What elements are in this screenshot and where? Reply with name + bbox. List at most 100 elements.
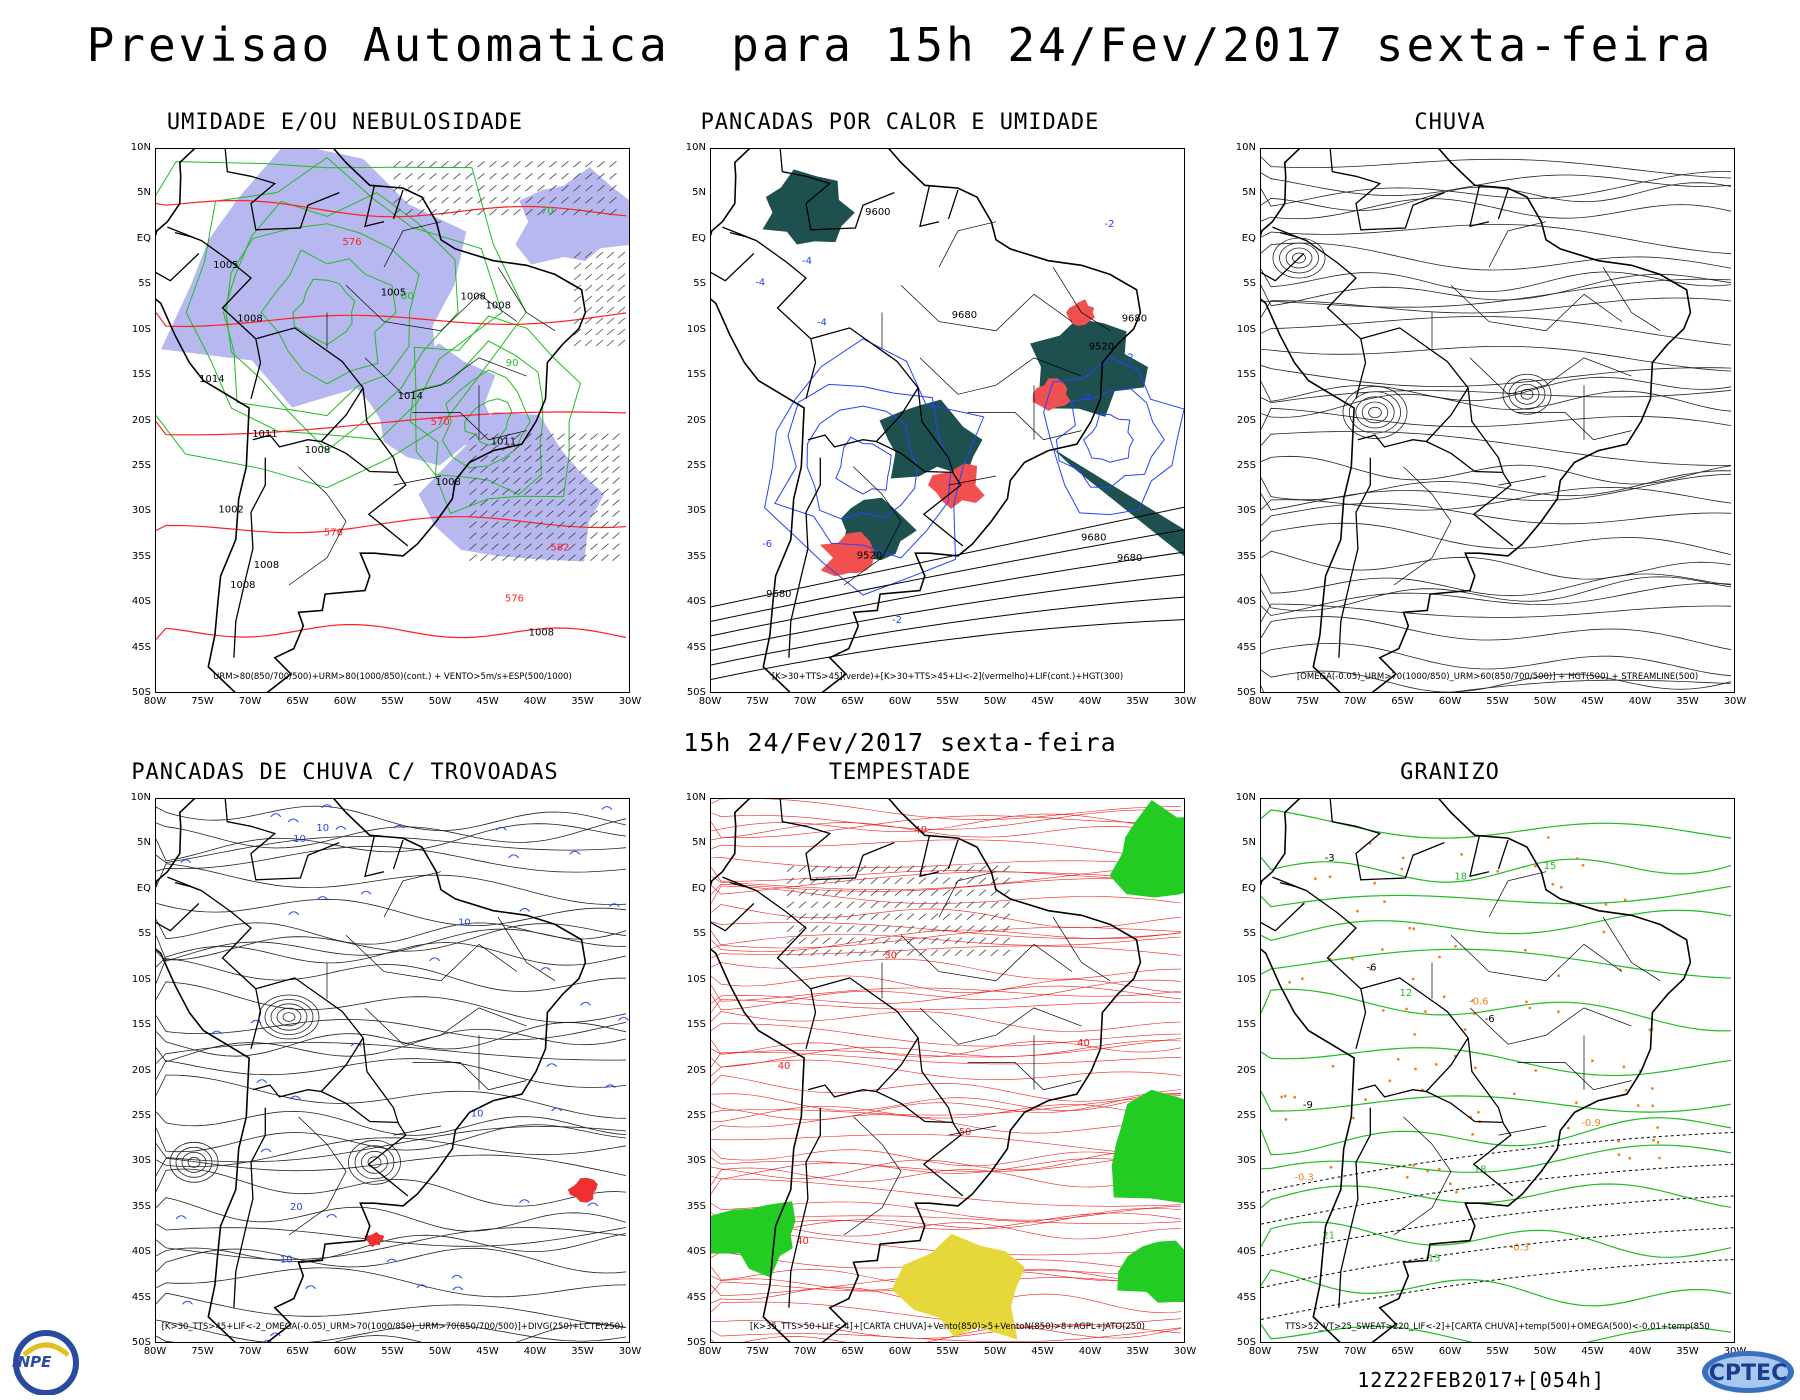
wind-barb (573, 273, 582, 281)
temperature-contour (711, 1148, 1182, 1167)
rh-contour (409, 340, 544, 496)
contour-label: 15 (1544, 861, 1557, 872)
country-border (1261, 903, 1305, 932)
wind-barb (858, 877, 867, 884)
latitude-tick-label: EQ (1241, 232, 1256, 244)
wind-barb (480, 444, 488, 451)
wind-area (1109, 800, 1184, 898)
contour-label: 1005 (381, 288, 406, 299)
state-border (1602, 266, 1661, 331)
wind-barb (513, 444, 521, 451)
contour-label: -6 (1367, 962, 1377, 973)
instability-dot (1471, 1133, 1474, 1136)
state-border (1498, 1125, 1547, 1136)
lifted-index-contour (1082, 413, 1134, 463)
contour-label: 1008 (435, 477, 460, 488)
map-area: 9680 9680 9680 9680 9680 9600 9520 9520 -2 -4 -2 -4… (710, 148, 1185, 693)
contour-label: 1008 (305, 445, 330, 456)
latitude-tick-label: 15S (131, 1019, 151, 1031)
instability-dot (1424, 1010, 1427, 1013)
longitude-tick-label: 50W (1533, 1346, 1557, 1357)
latitude-tick-label: 35S (1236, 550, 1256, 562)
wind-barb (882, 889, 891, 896)
streamline (156, 1292, 627, 1328)
wind-barb (579, 499, 587, 506)
wind-barb (501, 160, 509, 168)
divergence-contour (540, 967, 552, 971)
wind-barb (590, 521, 598, 528)
wind-barb (882, 901, 891, 908)
wind-barb (858, 925, 867, 932)
latitude-tick-label: 50S (131, 1337, 151, 1348)
longitude-tick-label: 75W (191, 696, 214, 707)
streamline (156, 1137, 627, 1168)
streamline (156, 1074, 627, 1119)
wind-barb (535, 477, 543, 484)
instability-dot (1448, 1182, 1452, 1186)
wind-barb (469, 532, 477, 539)
latitude-tick-label: EQ (1241, 882, 1256, 894)
country-border (722, 226, 817, 399)
wind-barb (584, 339, 593, 347)
latitude-tick-label: 35S (131, 1200, 151, 1212)
longitude-tick-label: 40W (523, 696, 547, 707)
wind-barb (966, 949, 975, 956)
longitude-tick-label: 55W (381, 696, 404, 707)
country-border (729, 231, 757, 242)
latitude-tick-label: 45S (1236, 1291, 1256, 1303)
temperature-contour (711, 1023, 1182, 1047)
latitude-tick-label: 5S (1243, 928, 1256, 940)
wind-barb (535, 466, 543, 473)
wind-barb (606, 328, 615, 336)
wind-barb (906, 913, 915, 920)
streamline (1261, 522, 1732, 555)
contour-label: 1002 (218, 505, 243, 516)
panel-legend: [OMEGA(-0.05)_URM>70(1000/850)_URM>60(85… (1296, 672, 1699, 682)
height-contour (156, 312, 627, 328)
contour-label: 9680 (1122, 313, 1147, 324)
wind-barb (584, 295, 593, 303)
latitude-tick-label: 40S (1236, 1246, 1256, 1258)
instability-dot (1437, 1167, 1441, 1171)
wind-barb (894, 889, 903, 896)
wind-barb (579, 466, 587, 473)
latitude-tick-label: 5N (1242, 837, 1256, 849)
wind-barb (870, 877, 879, 884)
wind-barb (846, 901, 855, 908)
wind-barb (502, 499, 510, 506)
contour-label: -2 (1124, 352, 1134, 363)
contour-label: 80 (401, 291, 414, 302)
contour-label: 10 (280, 1254, 293, 1265)
state-border (938, 871, 997, 918)
wind-barb (930, 901, 939, 908)
wind-barb (954, 901, 963, 908)
wind-barb (525, 172, 533, 180)
instability-dot (1617, 1153, 1621, 1156)
omega-contour (1261, 1163, 1734, 1225)
longitude-tick-label: 65W (1391, 696, 1414, 707)
streamline (156, 928, 627, 962)
wind-barb (822, 937, 831, 944)
wind-barb (535, 488, 543, 495)
longitude-tick-label: 60W (888, 1346, 912, 1357)
wind-barb (535, 499, 543, 506)
longitude-tick-label: 60W (1438, 696, 1462, 707)
streamline (1261, 455, 1732, 485)
temperature-contour (711, 1039, 1182, 1058)
wind-barb (568, 466, 576, 473)
wind-barb (584, 251, 593, 259)
wind-barb (918, 865, 927, 872)
contour-label: 10 (471, 1108, 484, 1119)
wind-barb (834, 949, 843, 956)
contour-label: 9680 (766, 589, 791, 600)
wind-barb (597, 184, 605, 192)
instability-dot (1352, 1116, 1355, 1120)
wind-barb (882, 913, 891, 920)
wind-barb (590, 554, 598, 561)
wind-barb (822, 913, 831, 920)
wind-barb (617, 328, 626, 336)
temperature-contour (711, 1134, 1182, 1157)
latitude-tick-label: 10S (686, 323, 706, 335)
wind-barb (477, 160, 485, 168)
